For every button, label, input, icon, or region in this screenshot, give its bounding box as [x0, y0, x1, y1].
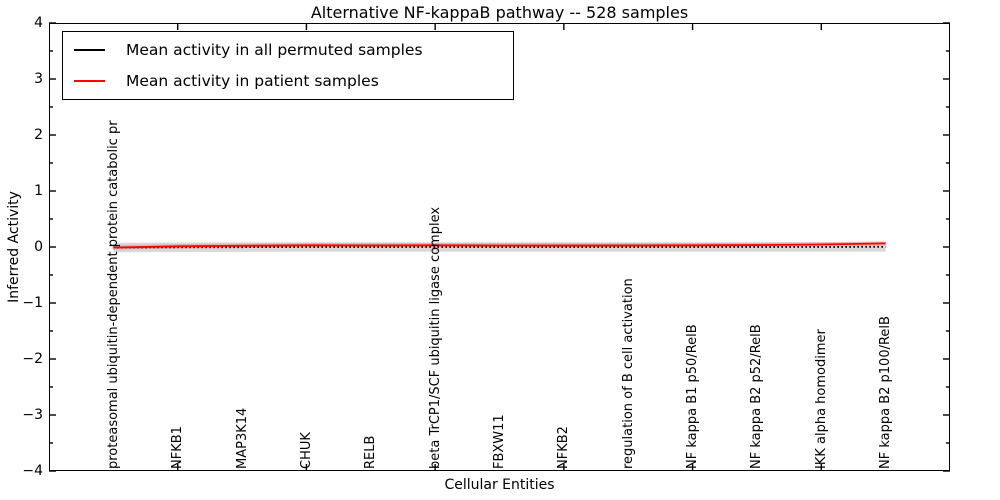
y-tick-label: −1 [22, 294, 43, 311]
legend-line-sample-black [74, 49, 105, 51]
legend-label-permuted: Mean activity in all permuted samples [126, 41, 423, 59]
legend: Mean activity in all permuted samples Me… [62, 31, 514, 100]
legend-item-patient: Mean activity in patient samples [63, 70, 513, 92]
x-category-label: NFKB1 [170, 426, 186, 469]
x-category-label: CHUK [298, 432, 314, 469]
y-tick-label: −2 [22, 350, 43, 367]
x-category-label: RELB [363, 435, 379, 469]
legend-item-permuted: Mean activity in all permuted samples [63, 39, 513, 61]
legend-line-sample-red [74, 80, 105, 82]
y-tick-label: 2 [34, 126, 43, 143]
legend-label-patient: Mean activity in patient samples [126, 72, 379, 90]
x-category-label: NF kappa B2 p100/RelB [878, 316, 894, 469]
x-category-label: MAP3K14 [234, 407, 250, 469]
y-tick-label: 0 [34, 238, 43, 255]
y-tick-label: 1 [34, 182, 43, 199]
x-category-label: regulation of B cell activation [620, 278, 636, 469]
y-tick-label: 4 [34, 14, 43, 31]
y-tick-label: 3 [34, 70, 43, 87]
x-category-label: IKK alpha homodimer [813, 329, 829, 469]
y-tick-label: −4 [22, 462, 43, 479]
x-category-label: NF kappa B1 p50/RelB [685, 324, 701, 469]
x-category-label: beta TrCP1/SCF ubiquitin ligase complex [427, 206, 443, 469]
x-category-label: NF kappa B2 p52/RelB [749, 324, 765, 469]
x-category-label: proteasomal ubiquitin-dependent protein … [105, 120, 121, 469]
x-axis-label: Cellular Entities [444, 477, 555, 493]
chart-title: Alternative NF-kappaB pathway -- 528 sam… [310, 3, 689, 22]
y-tick-label: −3 [22, 406, 43, 423]
x-category-label: NFKB2 [556, 426, 572, 469]
x-category-label: FBXW11 [492, 414, 507, 469]
